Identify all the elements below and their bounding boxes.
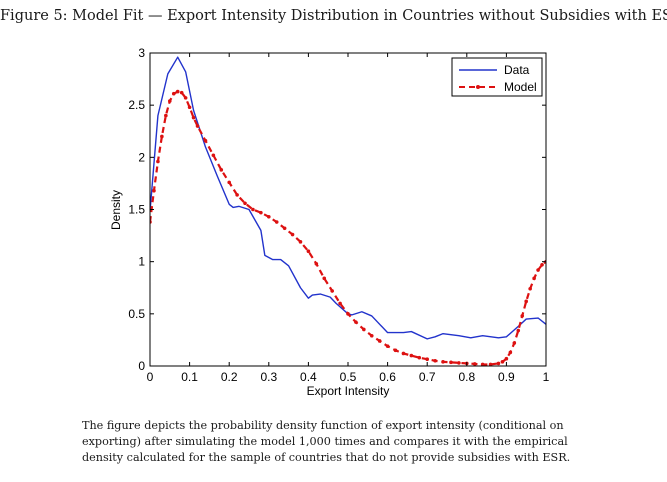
legend-label-data: Data xyxy=(504,63,530,77)
series-point-model xyxy=(346,312,350,316)
series-point-model xyxy=(160,134,164,139)
caption-line: exporting) after simulating the model 1,… xyxy=(82,435,568,448)
series-point-model xyxy=(512,341,517,345)
series-line-data xyxy=(150,56,546,340)
series-point-model xyxy=(409,353,414,358)
x-tick-label: 0.4 xyxy=(300,370,317,384)
series-point-model xyxy=(267,215,271,219)
series-point-model xyxy=(488,362,493,366)
series-point-model xyxy=(298,240,303,244)
y-tick-label: 0 xyxy=(138,359,145,373)
series-point-model xyxy=(536,268,540,272)
x-tick-label: 0.1 xyxy=(181,370,198,384)
series-point-model xyxy=(480,362,485,366)
series-point-model xyxy=(338,301,342,306)
series-point-model xyxy=(179,90,184,95)
series-point-model xyxy=(219,168,224,172)
series-point-model xyxy=(274,220,279,224)
series-point-model xyxy=(385,344,390,348)
figure-caption: The figure depicts the probability densi… xyxy=(82,418,592,466)
series-point-model xyxy=(500,360,505,364)
series-point-model xyxy=(401,351,406,356)
series-point-model xyxy=(528,286,532,291)
x-tick-label: 0.6 xyxy=(379,370,396,384)
series-point-model xyxy=(354,320,358,324)
y-tick-label: 3 xyxy=(138,46,145,60)
series-point-model xyxy=(330,289,334,293)
x-tick-label: 0.7 xyxy=(419,370,436,384)
series-point-model xyxy=(168,99,172,103)
x-tick-label: 0.8 xyxy=(458,370,475,384)
series-point-model xyxy=(211,153,216,158)
series-point-model xyxy=(540,262,544,267)
x-tick-label: 1 xyxy=(543,370,550,384)
series-point-model xyxy=(251,207,255,212)
series-point-model xyxy=(524,299,528,304)
series-point-model xyxy=(362,327,366,332)
series-point-model xyxy=(322,276,327,281)
series-point-model xyxy=(504,356,509,361)
series-point-model xyxy=(457,361,461,365)
series-point-model xyxy=(433,358,437,363)
x-tick-label: 0.2 xyxy=(221,370,238,384)
series-line-model xyxy=(150,90,546,366)
x-tick-label: 0 xyxy=(147,370,154,384)
series-point-model xyxy=(314,261,319,266)
series-point-model xyxy=(171,91,176,96)
x-axis-label: Export Intensity xyxy=(307,384,390,398)
series-point-model xyxy=(306,249,311,254)
series-point-model xyxy=(152,188,156,193)
series-point-model xyxy=(449,360,453,365)
legend-marker-model xyxy=(476,85,480,89)
series-point-model xyxy=(520,314,525,318)
series-point-model xyxy=(203,138,208,143)
series-point-model xyxy=(425,357,430,362)
y-tick-label: 1.5 xyxy=(128,203,145,217)
series-point-model xyxy=(532,276,536,281)
series-point-model xyxy=(441,360,445,364)
y-tick-label: 0.5 xyxy=(128,307,145,321)
series-layer xyxy=(150,56,546,366)
figure-title: Figure 5: Model Fit — Export Intensity D… xyxy=(0,8,667,24)
series-point-model xyxy=(369,333,374,338)
series-point-model xyxy=(175,89,180,94)
y-tick-label: 2.5 xyxy=(128,98,145,112)
series-point-model xyxy=(508,350,513,355)
series-point-model xyxy=(195,124,200,128)
x-tick-label: 0.9 xyxy=(498,370,515,384)
series-point-model xyxy=(235,193,239,197)
series-point-model xyxy=(187,105,192,110)
plot-frame xyxy=(149,52,547,367)
series-point-model xyxy=(191,115,196,120)
series-point-model xyxy=(472,362,477,366)
y-tick-label: 2 xyxy=(138,150,145,164)
series-point-model xyxy=(282,226,287,231)
series-point-model xyxy=(417,355,422,360)
x-tick-label: 0.5 xyxy=(340,370,357,384)
x-tick-label: 0.3 xyxy=(260,370,277,384)
legend: Data Model xyxy=(451,57,543,97)
series-point-model xyxy=(377,339,382,343)
series-point-model xyxy=(164,113,168,118)
caption-line: density calculated for the sample of cou… xyxy=(82,451,571,464)
series-point-model xyxy=(243,201,247,206)
series-point-model xyxy=(227,180,231,185)
series-point-model xyxy=(516,328,521,333)
legend-label-model: Model xyxy=(504,80,537,94)
series-point-model xyxy=(393,348,398,353)
caption-line: The figure depicts the probability densi… xyxy=(82,419,564,432)
series-point-model xyxy=(290,232,295,237)
y-axis-label: Density xyxy=(109,190,123,230)
legend-box xyxy=(451,57,543,97)
series-point-model xyxy=(156,159,160,164)
series-point-model xyxy=(183,96,188,100)
series-point-model xyxy=(496,361,501,366)
axis-ticks: 0 0.1 0.2 0.3 0.4 0.5 0.6 0.7 0.8 0.9 1 0 0.5 1 1.5 2 2.… xyxy=(128,46,549,384)
series-point-model xyxy=(259,210,263,215)
y-tick-label: 1 xyxy=(138,255,145,269)
